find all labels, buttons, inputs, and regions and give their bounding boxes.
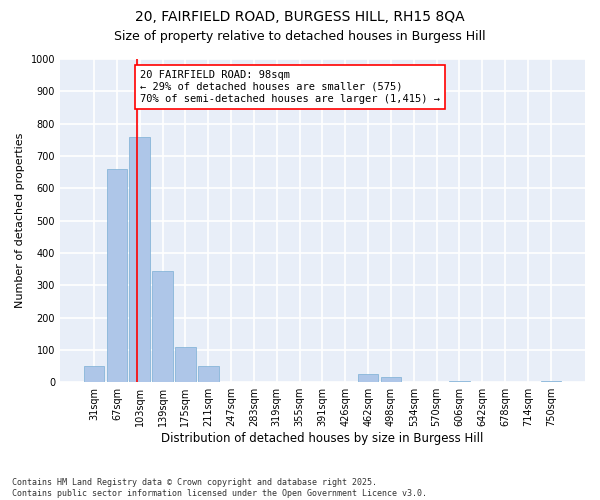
Text: Size of property relative to detached houses in Burgess Hill: Size of property relative to detached ho… [114, 30, 486, 43]
Bar [175, 346, 196, 382]
Bar [84, 366, 104, 382]
Text: 20, FAIRFIELD ROAD, BURGESS HILL, RH15 8QA: 20, FAIRFIELD ROAD, BURGESS HILL, RH15 8… [135, 10, 465, 24]
Bar [541, 380, 561, 382]
Bar [358, 374, 379, 382]
Text: 20 FAIRFIELD ROAD: 98sqm
← 29% of detached houses are smaller (575)
70% of semi-: 20 FAIRFIELD ROAD: 98sqm ← 29% of detach… [140, 70, 440, 104]
Bar [198, 366, 218, 382]
X-axis label: Distribution of detached houses by size in Burgess Hill: Distribution of detached houses by size … [161, 432, 484, 445]
Bar [380, 378, 401, 382]
Y-axis label: Number of detached properties: Number of detached properties [15, 133, 25, 308]
Bar [152, 270, 173, 382]
Text: Contains HM Land Registry data © Crown copyright and database right 2025.
Contai: Contains HM Land Registry data © Crown c… [12, 478, 427, 498]
Bar [130, 136, 150, 382]
Bar [107, 169, 127, 382]
Bar [449, 380, 470, 382]
